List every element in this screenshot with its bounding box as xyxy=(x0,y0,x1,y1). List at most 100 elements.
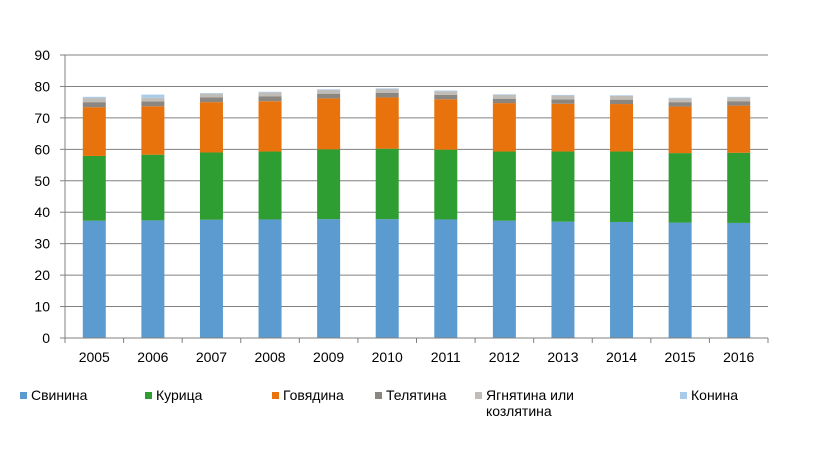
y-tick-label: 80 xyxy=(34,78,50,94)
bar-segment xyxy=(434,90,458,92)
bar-segment xyxy=(258,219,282,338)
bar-segment xyxy=(492,220,516,338)
bar-segment xyxy=(610,104,634,152)
bar-segment xyxy=(258,151,282,220)
y-tick-label: 70 xyxy=(34,110,50,126)
bar-segment xyxy=(610,221,634,338)
bar-segment xyxy=(375,148,399,220)
y-tick-label: 40 xyxy=(34,204,50,220)
x-tick-label: 2010 xyxy=(372,349,403,365)
bar-segment xyxy=(375,219,399,338)
x-tick-label: 2015 xyxy=(665,349,696,365)
bar-segment xyxy=(434,94,458,100)
y-tick-label: 60 xyxy=(34,141,50,157)
bar-segment xyxy=(434,149,458,220)
y-tick-label: 20 xyxy=(34,267,50,283)
bar-segment xyxy=(199,102,223,153)
bar-segment xyxy=(317,89,341,90)
bar-segment xyxy=(727,101,751,106)
bar-segment xyxy=(668,98,692,103)
bar-segment xyxy=(258,101,282,152)
y-axis-tick-labels: 0 10 20 30 40 50 60 70 80 90 xyxy=(34,47,50,346)
bar-segment xyxy=(434,91,458,95)
bar-segment xyxy=(492,151,516,221)
bar-segment xyxy=(610,95,634,96)
bar-segment xyxy=(199,219,223,338)
bar-segment xyxy=(199,97,223,103)
bar-segment xyxy=(317,89,341,94)
bar-segment xyxy=(82,220,106,338)
bar-segment xyxy=(141,101,165,107)
bar-segment xyxy=(551,94,575,96)
bar-segment xyxy=(668,102,692,107)
x-tick-label: 2014 xyxy=(606,349,637,365)
bar-segment xyxy=(199,93,223,94)
bar-segment xyxy=(141,220,165,338)
y-tick-label: 10 xyxy=(34,299,50,315)
bar-segment xyxy=(727,105,751,153)
bar-segment xyxy=(258,92,282,97)
legend-label: Конина xyxy=(691,387,738,403)
bar-segment xyxy=(82,107,106,156)
bar-segment xyxy=(317,98,341,150)
legend-item: Конина xyxy=(680,387,738,403)
bar-segment xyxy=(434,219,458,338)
bar-segment xyxy=(668,222,692,338)
x-tick-label: 2006 xyxy=(137,349,168,365)
legend-label: Курица xyxy=(156,387,203,403)
x-tick-label: 2007 xyxy=(196,349,227,365)
bar-segment xyxy=(317,93,341,99)
x-tick-label: 2012 xyxy=(489,349,520,365)
bar-segment xyxy=(551,95,575,100)
gridlines xyxy=(65,54,768,308)
bar-segment xyxy=(375,88,399,93)
legend-label: Ягнятина или xyxy=(486,387,574,403)
legend-item: Свинина xyxy=(20,387,88,403)
legend-swatch-icon xyxy=(145,392,152,399)
legend-swatch-icon xyxy=(20,392,27,399)
legend-label: Свинина xyxy=(31,387,88,403)
bar-segment xyxy=(727,152,751,223)
bar-segment xyxy=(317,219,341,338)
legend-label: козлятина xyxy=(486,403,552,419)
bar-segment xyxy=(375,88,399,89)
bar-segment xyxy=(551,99,575,104)
bar-segment xyxy=(258,96,282,102)
bar-segment xyxy=(610,99,634,105)
legend-item: Курица xyxy=(145,387,203,403)
bar-segment xyxy=(668,153,692,223)
bar-segment xyxy=(668,97,692,99)
bars xyxy=(82,88,751,338)
x-tick-label: 2005 xyxy=(79,349,110,365)
bar-segment xyxy=(82,102,106,108)
bar-segment xyxy=(375,97,399,149)
legend-swatch-icon xyxy=(475,392,482,399)
legend: Свинина Курица Говядина Телятина Ягнятина ил… xyxy=(20,387,738,419)
legend-label: Говядина xyxy=(283,387,344,403)
axes xyxy=(60,54,769,343)
legend-item: Говядина xyxy=(272,387,344,403)
x-tick-label: 2011 xyxy=(431,349,461,365)
bar-segment xyxy=(434,99,458,150)
x-tick-label: 2013 xyxy=(547,349,578,365)
y-tick-label: 90 xyxy=(34,47,50,63)
bar-segment xyxy=(199,152,223,220)
bar-segment xyxy=(610,95,634,100)
legend-swatch-icon xyxy=(680,392,687,399)
y-tick-label: 0 xyxy=(42,330,50,346)
bar-segment xyxy=(551,103,575,152)
bar-segment xyxy=(610,151,634,222)
bar-segment xyxy=(668,106,692,154)
bar-segment xyxy=(375,92,399,98)
legend-item: Телятина xyxy=(375,387,447,403)
bar-segment xyxy=(141,106,165,155)
bar-segment xyxy=(492,98,516,104)
bar-segment xyxy=(199,93,223,98)
bar-segment xyxy=(82,155,106,221)
bar-segment xyxy=(141,97,165,102)
bar-segment xyxy=(82,96,106,99)
bar-segment xyxy=(727,97,751,102)
bar-segment xyxy=(317,149,341,220)
